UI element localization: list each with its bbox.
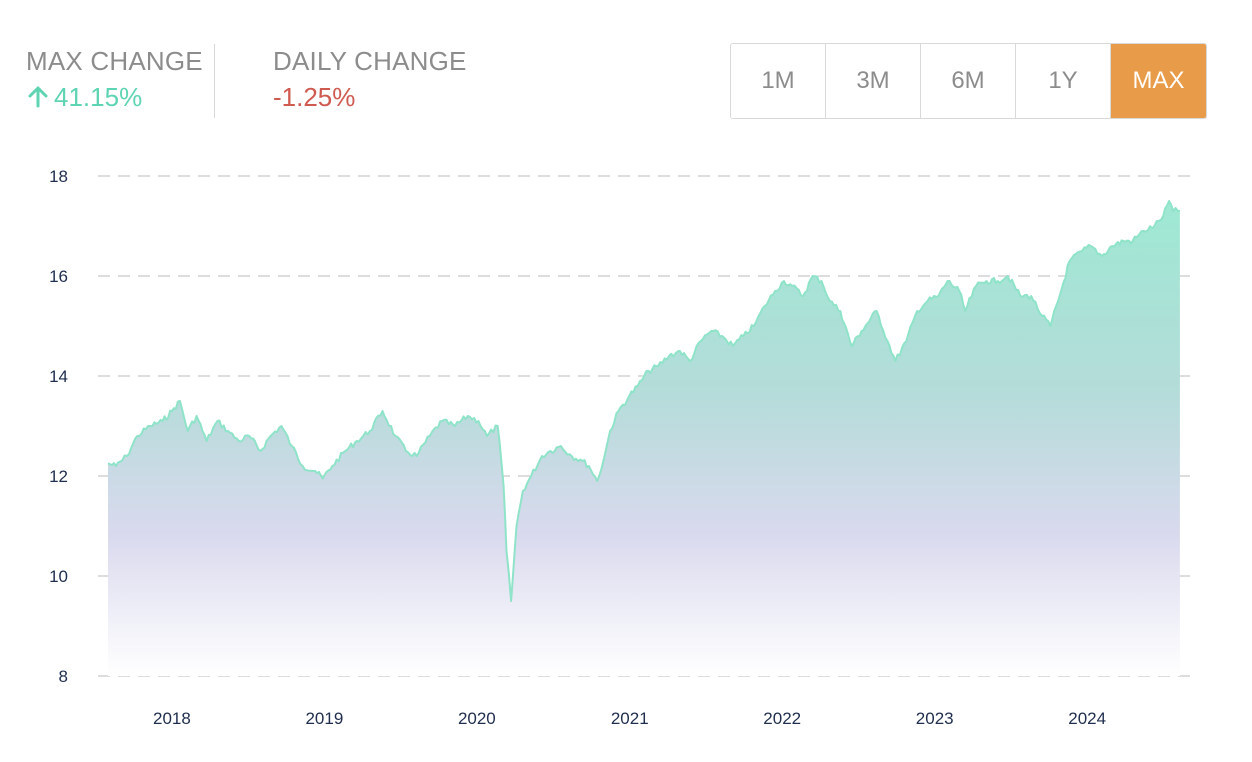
stats-divider — [214, 44, 215, 118]
x-tick-label: 2018 — [153, 709, 191, 728]
max-change-label: MAX CHANGE — [26, 46, 203, 76]
price-line — [107, 200, 1181, 602]
y-tick-label: 14 — [49, 367, 68, 386]
x-tick-label: 2023 — [916, 709, 954, 728]
x-tick-label: 2021 — [611, 709, 649, 728]
y-tick-label: 10 — [49, 567, 68, 586]
range-button-max[interactable]: MAX — [1111, 44, 1206, 118]
daily-change-label: DAILY CHANGE — [273, 46, 467, 76]
y-tick-label: 8 — [59, 667, 68, 686]
range-button-6m[interactable]: 6M — [921, 44, 1016, 118]
price-area — [108, 201, 1180, 676]
stats-panel: MAX CHANGE 41.15% DAILY CHANGE -1.25% — [26, 44, 467, 118]
x-tick-label: 2022 — [763, 709, 801, 728]
range-button-3m[interactable]: 3M — [826, 44, 921, 118]
daily-change-stat: DAILY CHANGE -1.25% — [273, 44, 467, 118]
max-change-stat: MAX CHANGE 41.15% — [26, 44, 214, 118]
y-tick-label: 18 — [49, 167, 68, 186]
range-button-1m[interactable]: 1M — [731, 44, 826, 118]
daily-change-value: -1.25% — [273, 82, 356, 112]
max-change-value-row: 41.15% — [26, 80, 214, 114]
y-tick-label: 12 — [49, 467, 68, 486]
arrow-up-icon — [28, 86, 48, 108]
range-button-1y[interactable]: 1Y — [1016, 44, 1111, 118]
time-range-selector: 1M 3M 6M 1Y MAX — [730, 43, 1207, 119]
y-tick-label: 16 — [49, 267, 68, 286]
x-tick-label: 2019 — [305, 709, 343, 728]
max-change-value: 41.15% — [54, 82, 143, 112]
x-tick-label: 2024 — [1068, 709, 1106, 728]
x-tick-label: 2020 — [458, 709, 496, 728]
